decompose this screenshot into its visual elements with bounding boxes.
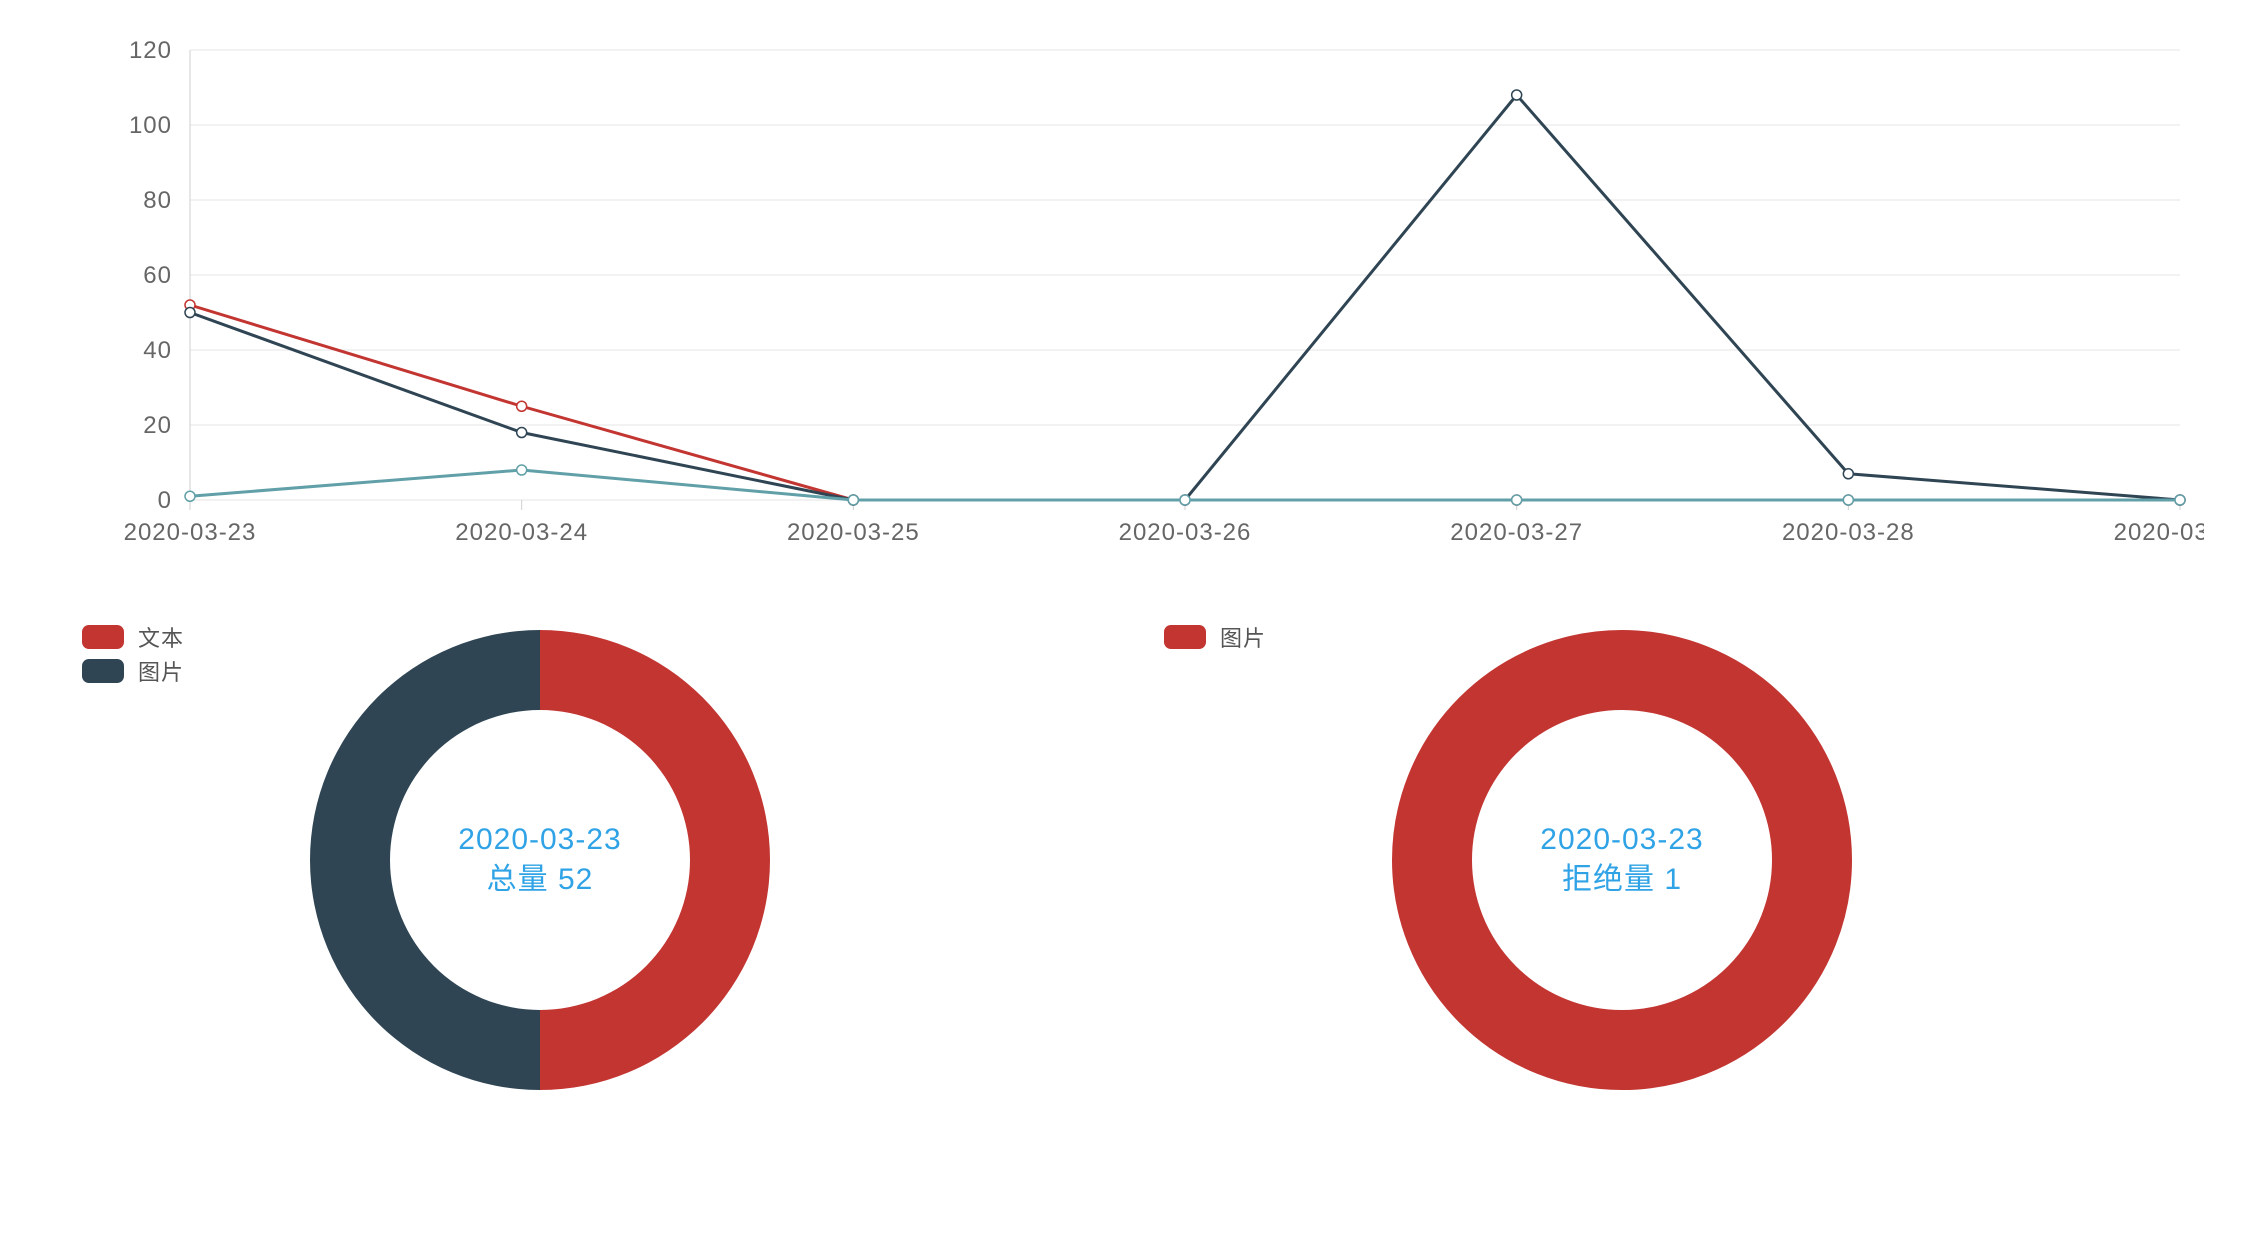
svg-text:2020-03-29: 2020-03-29 xyxy=(2114,519,2204,546)
donut-right-cell: 图片 2020-03-23 拒绝量 1 xyxy=(1122,620,2204,1100)
donut-right-legend-item[interactable]: 图片 xyxy=(1164,620,1266,654)
donut-left-wrap: 2020-03-23 总量 52 xyxy=(300,620,780,1100)
legend-swatch xyxy=(1164,625,1206,649)
line-chart-svg: 0 20 40 60 80 100 120 2020-03-23 2020-03-24 2020-… xyxy=(40,20,2204,580)
svg-text:40: 40 xyxy=(143,337,172,364)
line-chart: 0 20 40 60 80 100 120 2020-03-23 2020-03-24 2020-… xyxy=(40,20,2204,580)
svg-text:2020-03-24: 2020-03-24 xyxy=(455,519,588,546)
legend-swatch xyxy=(82,625,124,649)
donut-left-legend-item[interactable]: 图片 xyxy=(82,654,184,688)
svg-text:80: 80 xyxy=(143,187,172,214)
legend-swatch xyxy=(82,659,124,683)
donut-left-cell: 文本图片 2020-03-23 总量 52 xyxy=(40,620,1122,1100)
donut-right-svg xyxy=(1382,620,1862,1100)
svg-text:2020-03-25: 2020-03-25 xyxy=(787,519,920,546)
svg-text:2020-03-26: 2020-03-26 xyxy=(1119,519,1252,546)
legend-label: 图片 xyxy=(1220,621,1266,653)
svg-text:2020-03-23: 2020-03-23 xyxy=(124,519,257,546)
svg-text:2020-03-27: 2020-03-27 xyxy=(1450,519,1583,546)
dashboard-page: 0 20 40 60 80 100 120 2020-03-23 2020-03-24 2020-… xyxy=(0,0,2244,1238)
svg-text:2020-03-28: 2020-03-28 xyxy=(1782,519,1915,546)
donut-left-legend-item[interactable]: 文本 xyxy=(82,620,184,654)
svg-text:120: 120 xyxy=(129,37,172,64)
legend-label: 图片 xyxy=(138,655,184,687)
donut-left-legend: 文本图片 xyxy=(82,620,184,688)
svg-text:20: 20 xyxy=(143,412,172,439)
donut-right-legend: 图片 xyxy=(1164,620,1266,654)
svg-text:0: 0 xyxy=(158,487,172,514)
donuts-row: 文本图片 2020-03-23 总量 52 图片 2020-03-23 xyxy=(40,620,2204,1100)
legend-label: 文本 xyxy=(138,621,184,653)
donut-right-wrap: 2020-03-23 拒绝量 1 xyxy=(1382,620,1862,1100)
donut-left-svg xyxy=(300,620,780,1100)
svg-text:100: 100 xyxy=(129,112,172,139)
svg-text:60: 60 xyxy=(143,262,172,289)
